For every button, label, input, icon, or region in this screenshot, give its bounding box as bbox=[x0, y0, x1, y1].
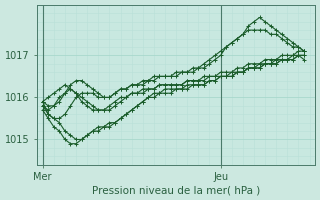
X-axis label: Pression niveau de la mer( hPa ): Pression niveau de la mer( hPa ) bbox=[92, 185, 260, 195]
